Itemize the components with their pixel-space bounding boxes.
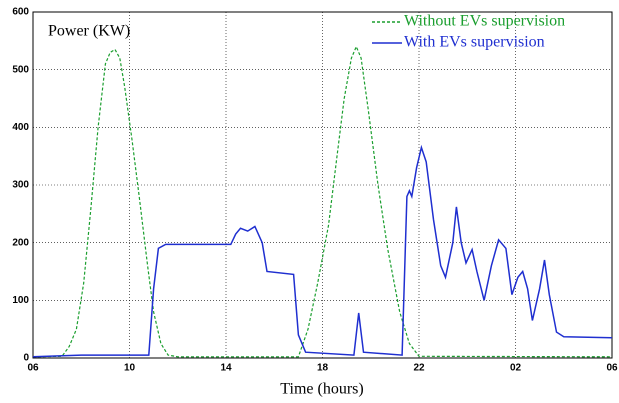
- x-tick-label: 02: [510, 363, 522, 374]
- x-tick-label: 18: [317, 363, 329, 374]
- x-tick-label: 22: [413, 363, 425, 374]
- x-tick-label: 10: [124, 363, 136, 374]
- y-tick-label: 100: [12, 295, 29, 306]
- y-axis-label: Power (KW): [48, 23, 130, 40]
- y-tick-label: 300: [12, 180, 29, 191]
- y-tick-label: 0: [23, 353, 29, 364]
- series-line: [32, 45, 613, 358]
- x-tick-label: 06: [606, 363, 618, 374]
- series-line: [32, 144, 613, 358]
- legend-label: Without EVs supervision: [404, 13, 565, 30]
- x-tick-label: 14: [220, 363, 232, 374]
- legend-label: With EVs supervision: [404, 34, 545, 51]
- y-tick-label: 400: [12, 122, 29, 133]
- y-tick-label: 500: [12, 64, 29, 75]
- x-axis-label: Time (hours): [280, 381, 363, 398]
- y-tick-label: 600: [12, 7, 29, 18]
- y-tick-label: 200: [12, 237, 29, 248]
- x-tick-label: 06: [27, 363, 39, 374]
